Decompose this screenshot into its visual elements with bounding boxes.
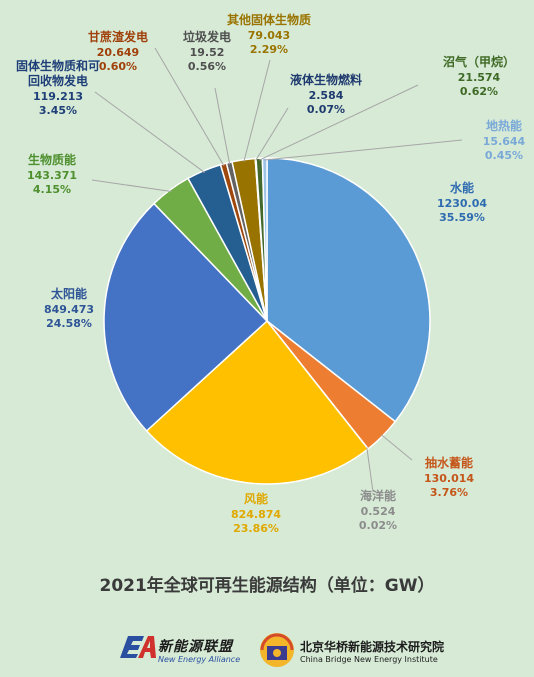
logo1-cn: 新能源联盟 xyxy=(158,639,233,655)
slice-label-value-12: 15.644 xyxy=(483,135,526,148)
logo2-cn: 北京华桥新能源技术研究院 xyxy=(300,640,445,654)
slice-label-value-4: 849.473 xyxy=(44,303,94,316)
slice-label-value-5: 143.371 xyxy=(27,169,77,182)
slice-label-pct-3: 23.86% xyxy=(233,522,279,535)
slice-label-pct-11: 0.62% xyxy=(460,85,498,98)
slice-label-name-10: 液体生物燃料 xyxy=(290,72,362,87)
slice-label-name-6: 回收物发电 xyxy=(28,73,88,88)
pie-slice-3 xyxy=(145,319,370,485)
pie-slice-0 xyxy=(266,157,431,423)
new-energy-alliance-logo: 新能源联盟 New Energy Alliance xyxy=(118,632,248,672)
slice-label-value-9: 79.043 xyxy=(248,29,290,42)
ea-logo-icon xyxy=(120,636,156,658)
slice-label-pct-0: 35.59% xyxy=(439,211,485,224)
china-bridge-institute-logo: 北京华桥新能源技术研究院 China Bridge New Energy Ins… xyxy=(258,628,458,674)
footer: 新能源联盟 New Energy Alliance 北京华桥新能源技术研究院 C… xyxy=(0,626,534,677)
slice-label-value-8: 19.52 xyxy=(190,46,225,59)
slice-label-name-4: 太阳能 xyxy=(51,286,87,301)
slice-label-name-5: 生物质能 xyxy=(28,152,76,167)
leader-line-12 xyxy=(264,139,463,161)
pie-chart: 水能1230.0435.59%抽水蓄能130.0143.76%海洋能0.5240… xyxy=(16,12,526,535)
slice-label-pct-10: 0.07% xyxy=(307,103,345,116)
slice-label-name-9: 其他固体生物质 xyxy=(227,12,311,27)
slice-label-value-7: 20.649 xyxy=(97,46,139,59)
leader-line-11 xyxy=(259,84,419,161)
slice-label-value-10: 2.584 xyxy=(309,89,344,102)
slice-label-name-1: 抽水蓄能 xyxy=(425,455,473,470)
pie-slice-4 xyxy=(103,202,269,432)
slice-label-pct-7: 0.60% xyxy=(99,60,137,73)
slice-label-pct-12: 0.45% xyxy=(485,149,523,162)
leader-line-7 xyxy=(154,47,225,167)
slice-label-name-11: 沼气（甲烷） xyxy=(443,54,515,69)
leader-line-1 xyxy=(380,434,413,461)
slice-label-pct-2: 0.02% xyxy=(359,519,397,532)
slice-label-name-7: 甘蔗渣发电 xyxy=(88,29,148,44)
slice-label-name-8: 垃圾发电 xyxy=(183,29,231,44)
leader-line-2 xyxy=(366,447,374,493)
slice-label-pct-4: 24.58% xyxy=(46,317,92,330)
slice-label-pct-9: 2.29% xyxy=(250,43,288,56)
slice-label-pct-8: 0.56% xyxy=(188,60,226,73)
slice-label-value-11: 21.574 xyxy=(458,71,501,84)
leader-line-8 xyxy=(214,87,231,165)
chart-title: 2021年全球可再生能源结构（单位：GW） xyxy=(99,576,435,596)
slice-label-value-0: 1230.04 xyxy=(437,197,487,210)
slice-label-value-2: 0.524 xyxy=(361,505,396,518)
slice-label-pct-6: 3.45% xyxy=(39,104,77,117)
slice-label-value-6: 119.213 xyxy=(33,90,83,103)
leader-line-10 xyxy=(255,107,289,161)
slice-label-name-6: 固体生物质和可 xyxy=(16,58,100,73)
slice-label-value-1: 130.014 xyxy=(424,472,474,485)
institute-logo-icon xyxy=(260,633,294,667)
slice-label-pct-5: 4.15% xyxy=(33,183,71,196)
leader-line-6 xyxy=(94,91,205,173)
slice-label-name-2: 海洋能 xyxy=(360,488,396,503)
logo2-en: China Bridge New Energy Institute xyxy=(300,655,438,664)
leader-line-5 xyxy=(91,179,172,192)
slice-label-name-3: 风能 xyxy=(244,491,268,506)
leader-line-9 xyxy=(243,59,271,162)
slice-label-pct-1: 3.76% xyxy=(430,486,468,499)
logo1-en: New Energy Alliance xyxy=(158,655,241,664)
slice-label-value-3: 824.874 xyxy=(231,508,281,521)
slice-label-name-0: 水能 xyxy=(450,180,474,195)
slice-label-name-12: 地热能 xyxy=(486,118,522,133)
